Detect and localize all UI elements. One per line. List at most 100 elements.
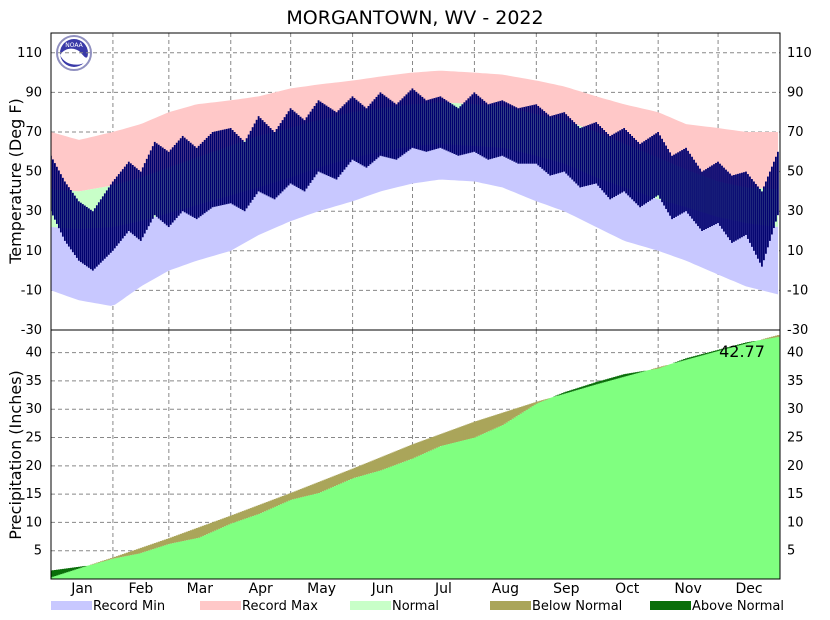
precip-below-normal-bar bbox=[433, 436, 436, 449]
observed-temp-bar bbox=[485, 102, 488, 159]
observed-temp-bar bbox=[353, 98, 356, 161]
precip-above-normal-bar bbox=[597, 381, 600, 384]
observed-temp-bar bbox=[125, 164, 128, 234]
observed-temp-bar bbox=[415, 91, 418, 149]
observed-temp-bar bbox=[497, 101, 500, 157]
precip-below-normal-bar bbox=[389, 453, 392, 467]
precip-above-normal-bar bbox=[609, 378, 612, 381]
observed-temp-bar bbox=[331, 109, 334, 178]
precip-below-normal-bar bbox=[153, 543, 157, 549]
observed-temp-bar bbox=[747, 174, 749, 239]
observed-temp-bar bbox=[361, 104, 364, 166]
observed-temp-bar bbox=[585, 125, 588, 186]
precip-below-normal-bar bbox=[137, 548, 141, 554]
precip-tick-label-right: 25 bbox=[787, 431, 804, 446]
precip-below-normal-bar bbox=[215, 520, 219, 530]
precip-below-normal-bar bbox=[247, 508, 251, 518]
observed-temp-bar bbox=[97, 202, 100, 265]
observed-temp-bar bbox=[257, 116, 260, 192]
observed-temp-bar bbox=[653, 134, 655, 198]
observed-temp-bar bbox=[647, 138, 649, 202]
observed-temp-bar bbox=[261, 120, 264, 194]
observed-temp-bar bbox=[451, 104, 454, 154]
precip-below-normal-bar bbox=[227, 516, 231, 525]
precip-below-normal-bar bbox=[323, 479, 327, 491]
observed-temp-bar bbox=[189, 142, 192, 216]
precip-below-normal-bar bbox=[311, 484, 315, 495]
precip-below-normal-bar bbox=[231, 514, 235, 523]
precip-below-normal-bar bbox=[501, 412, 504, 426]
precip-above-normal-bar bbox=[67, 568, 71, 572]
precip-above-normal-bar bbox=[725, 347, 728, 349]
precip-below-normal-bar bbox=[221, 518, 225, 528]
precip-below-normal-bar bbox=[381, 456, 384, 470]
precip-below-normal-bar bbox=[179, 533, 183, 542]
precip-below-normal-bar bbox=[355, 467, 358, 478]
precip-below-normal-bar bbox=[451, 429, 454, 444]
observed-temp-bar bbox=[571, 120, 574, 180]
precip-above-normal-bar bbox=[699, 354, 702, 356]
observed-temp-bar bbox=[159, 146, 162, 221]
observed-temp-bar bbox=[213, 131, 216, 207]
precip-below-normal-bar bbox=[249, 508, 253, 517]
observed-temp-bar bbox=[319, 101, 322, 173]
precip-below-normal-bar bbox=[175, 535, 179, 543]
observed-temp-bar bbox=[753, 181, 755, 251]
temp-tick-label-right: 10 bbox=[787, 244, 804, 259]
precip-below-normal-bar bbox=[131, 550, 135, 555]
precip-above-normal-bar bbox=[81, 566, 85, 568]
precip-below-normal-bar bbox=[299, 489, 303, 498]
precip-below-normal-bar bbox=[503, 412, 506, 424]
precip-below-normal-bar bbox=[141, 547, 145, 553]
legend-swatch bbox=[350, 601, 391, 610]
observed-temp-bar bbox=[187, 141, 190, 215]
observed-temp-bar bbox=[123, 166, 126, 236]
precip-below-normal-bar bbox=[529, 403, 532, 408]
temp-tick-label-left: 110 bbox=[17, 46, 42, 61]
observed-temp-bar bbox=[383, 95, 386, 157]
precip-below-normal-bar bbox=[259, 504, 263, 514]
observed-temp-bar bbox=[235, 133, 238, 207]
precip-tick-label-right: 40 bbox=[787, 346, 804, 361]
observed-temp-bar bbox=[533, 104, 536, 164]
observed-temp-bar bbox=[337, 110, 340, 178]
observed-temp-bar bbox=[343, 104, 346, 170]
observed-temp-bar bbox=[185, 139, 188, 214]
observed-temp-bar bbox=[507, 103, 510, 159]
precip-below-normal-bar bbox=[225, 517, 229, 526]
observed-temp-bar bbox=[713, 164, 715, 226]
observed-temp-bar bbox=[99, 199, 102, 263]
observed-temp-bar bbox=[725, 169, 727, 235]
precip-above-normal-bar bbox=[711, 351, 714, 353]
observed-temp-bar bbox=[555, 114, 558, 174]
observed-temp-bar bbox=[435, 97, 438, 149]
observed-temp-bar bbox=[523, 106, 526, 164]
observed-temp-bar bbox=[765, 181, 767, 254]
precip-below-normal-bar bbox=[165, 538, 169, 545]
observed-temp-bar bbox=[147, 154, 150, 227]
precip-below-normal-bar bbox=[387, 454, 390, 468]
observed-temp-bar bbox=[165, 150, 168, 226]
precip-below-normal-bar bbox=[765, 338, 768, 340]
observed-temp-bar bbox=[283, 117, 286, 190]
precip-below-normal-bar bbox=[235, 513, 239, 522]
observed-temp-bar bbox=[693, 159, 695, 222]
precip-below-normal-bar bbox=[199, 526, 203, 537]
observed-temp-bar bbox=[695, 162, 697, 224]
precip-below-normal-bar bbox=[123, 553, 127, 557]
precip-below-normal-bar bbox=[263, 502, 267, 512]
precip-above-normal-bar bbox=[743, 342, 746, 345]
precip-below-normal-bar bbox=[147, 545, 151, 551]
observed-temp-bar bbox=[413, 90, 416, 149]
observed-temp-bar bbox=[601, 128, 604, 191]
observed-temp-bar bbox=[449, 102, 452, 153]
precip-below-normal-bar bbox=[459, 426, 462, 442]
temperature-axis-title: Temperature (Deg F) bbox=[6, 98, 25, 265]
chart-title: MORGANTOWN, WV - 2022 bbox=[286, 7, 543, 29]
precip-below-normal-bar bbox=[173, 536, 177, 543]
observed-temp-bar bbox=[93, 208, 96, 269]
observed-temp-bar bbox=[423, 98, 426, 152]
observed-temp-bar bbox=[569, 118, 572, 178]
precip-above-normal-bar bbox=[635, 372, 638, 374]
precip-above-normal-bar bbox=[585, 385, 588, 388]
